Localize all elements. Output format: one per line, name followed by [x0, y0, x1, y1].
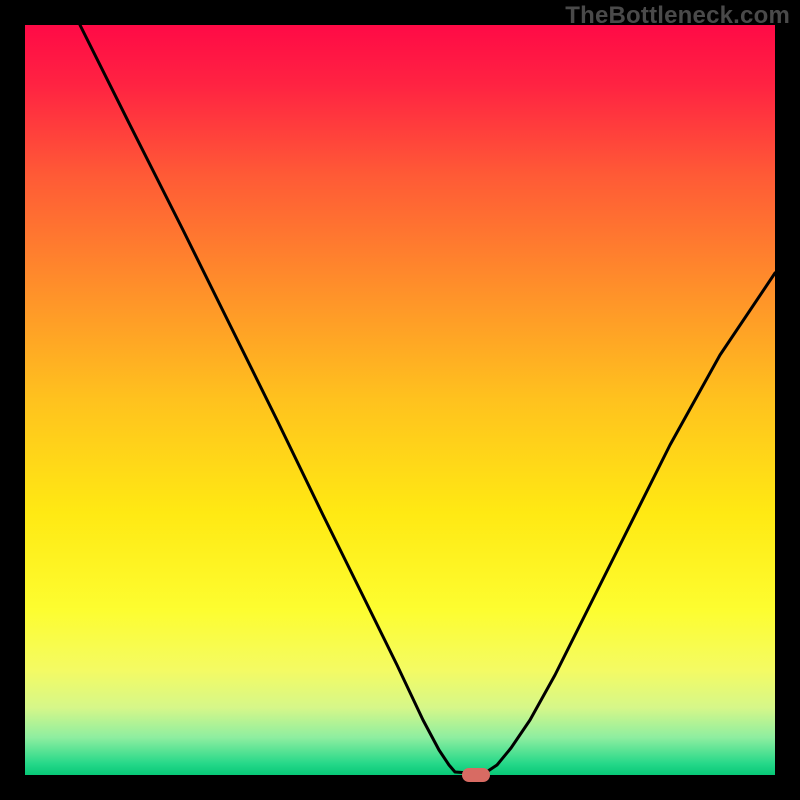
bottleneck-chart [0, 0, 800, 800]
optimum-marker [462, 768, 490, 782]
attribution-label: TheBottleneck.com [565, 2, 790, 30]
